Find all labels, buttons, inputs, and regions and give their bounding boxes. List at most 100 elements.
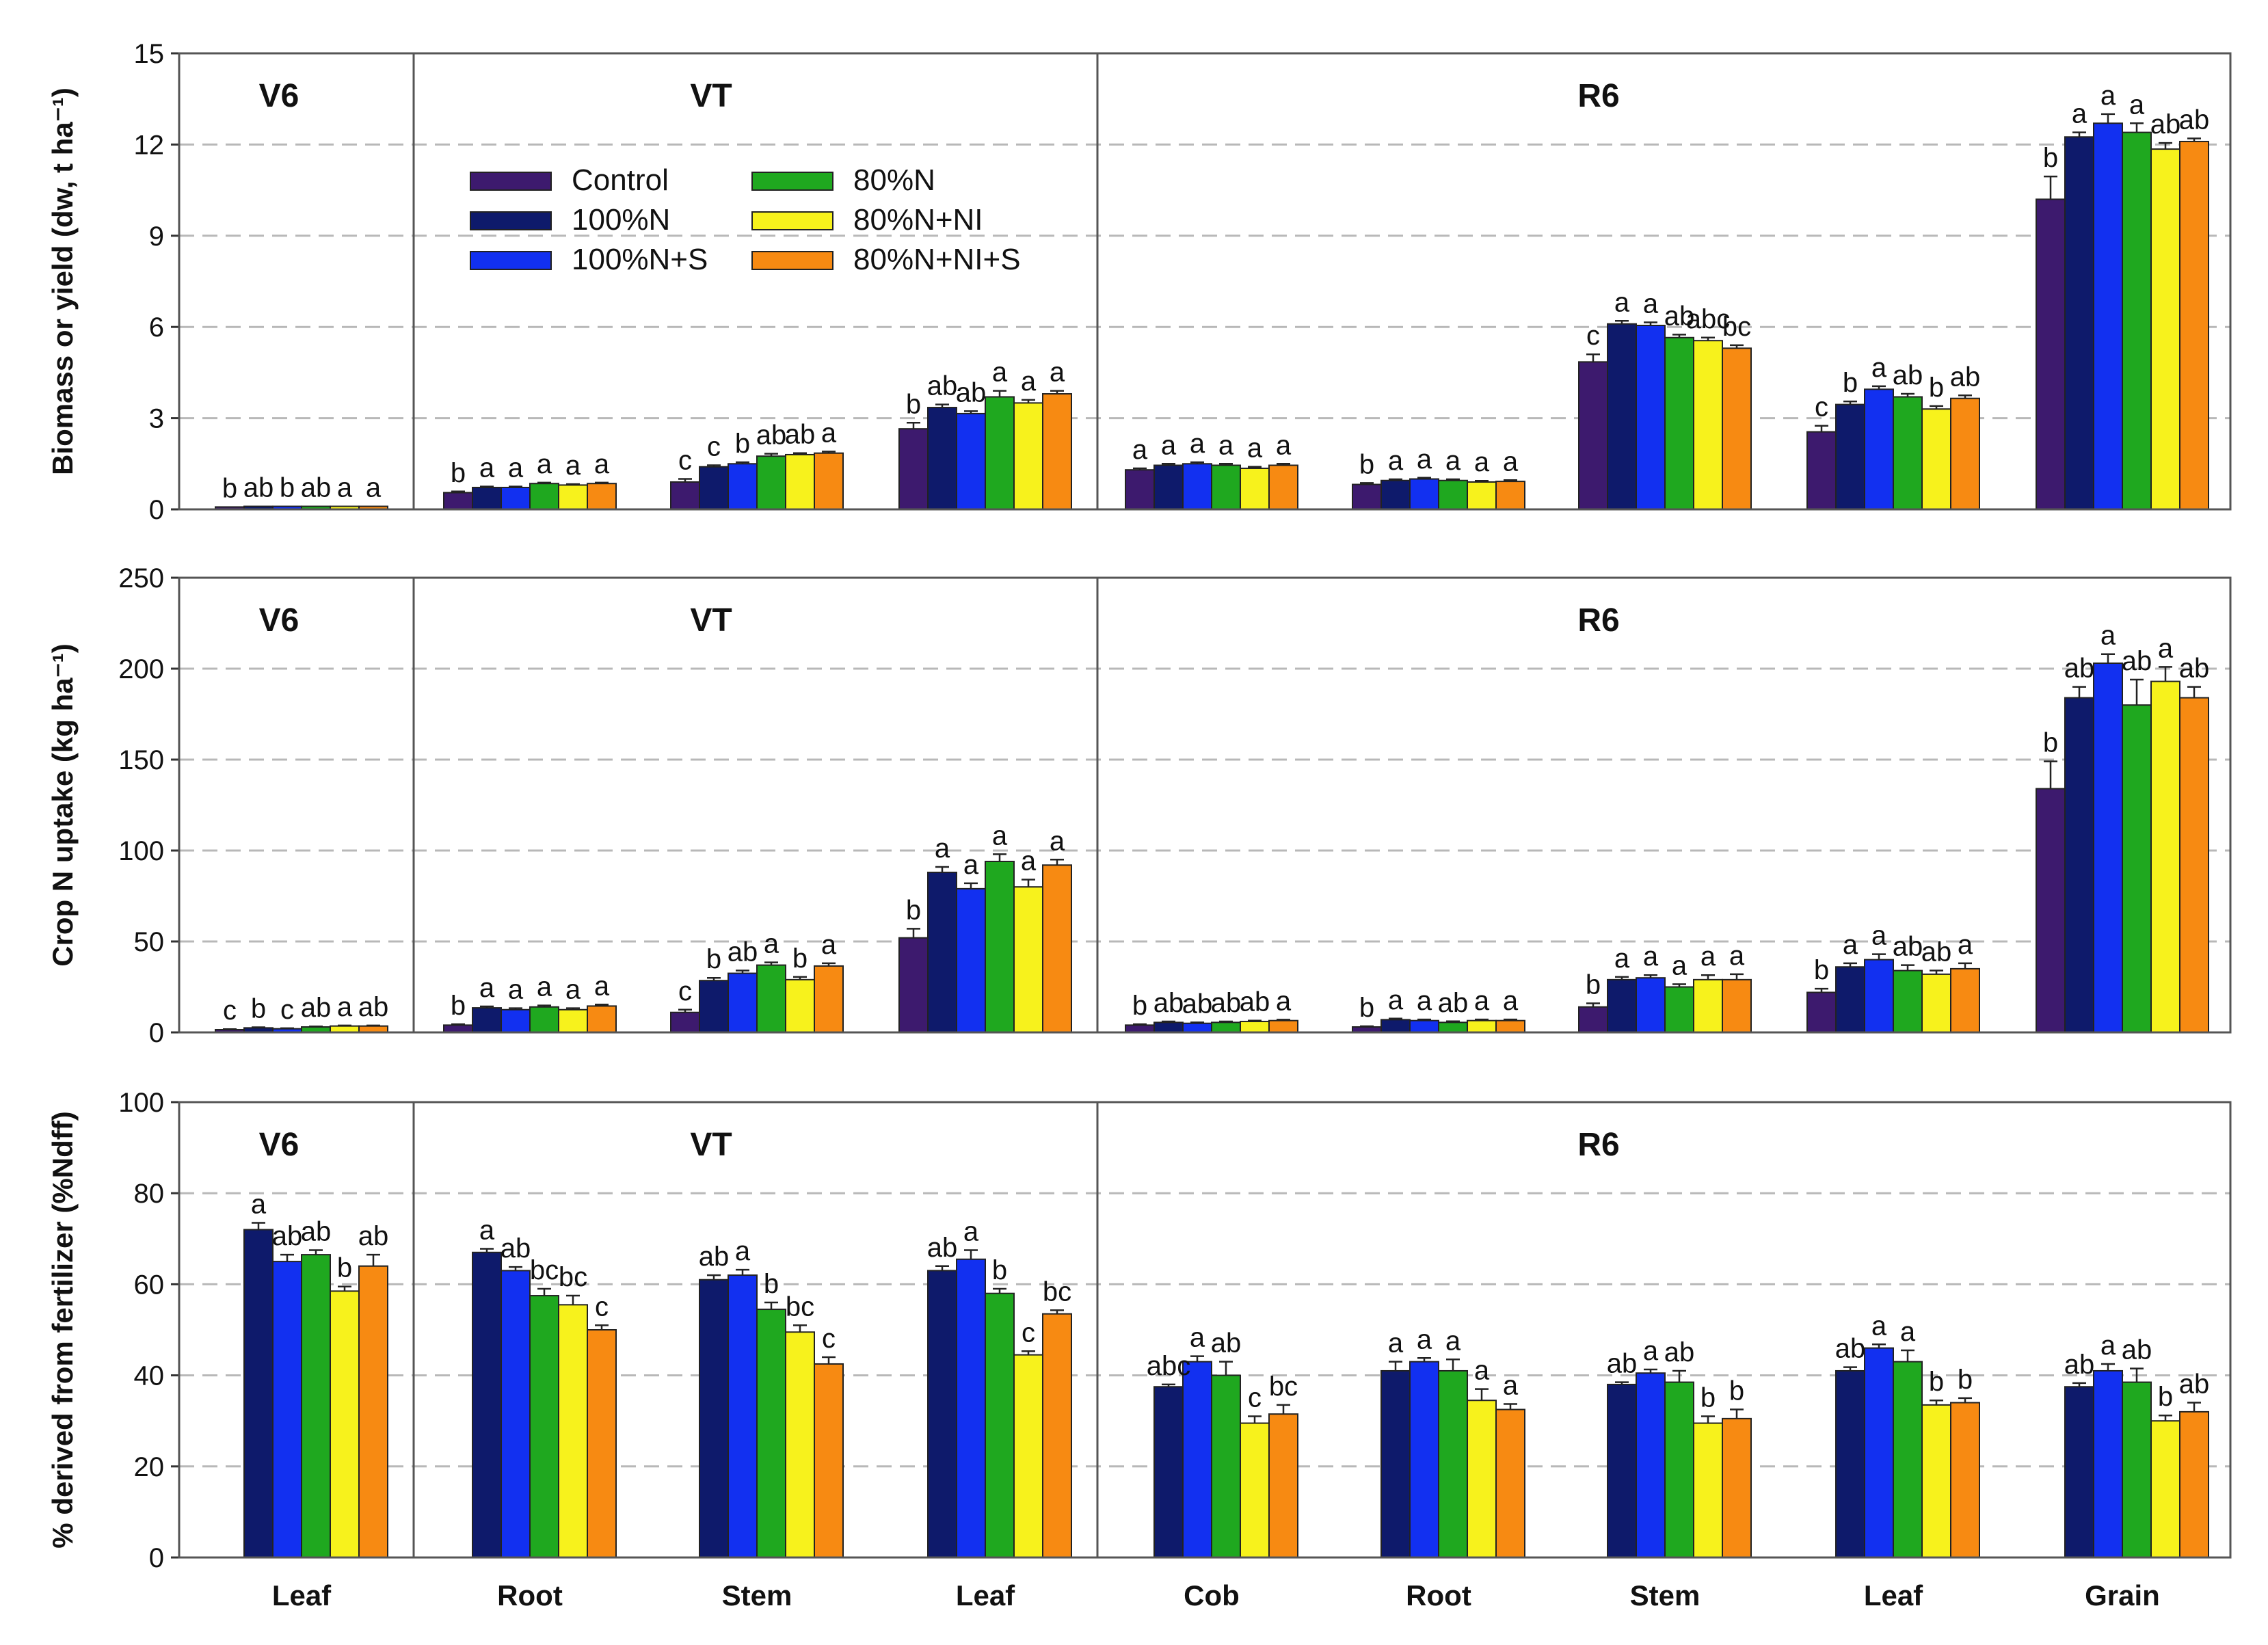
significance-letter: a bbox=[1503, 986, 1519, 1016]
bar bbox=[1467, 1400, 1497, 1558]
bar bbox=[2064, 136, 2094, 511]
significance-letter: a bbox=[764, 929, 779, 959]
legend-item: 100%N+S bbox=[470, 243, 708, 276]
significance-letter: b bbox=[1359, 993, 1374, 1023]
bar bbox=[785, 453, 815, 511]
significance-letter: ab bbox=[1211, 1328, 1242, 1359]
y-tick-label: 9 bbox=[149, 222, 164, 252]
significance-letter: b bbox=[992, 1255, 1007, 1285]
significance-letter: ab bbox=[785, 420, 816, 450]
stage-label: R6 bbox=[1577, 602, 1619, 639]
significance-letter: b bbox=[280, 473, 295, 503]
significance-letter: ab bbox=[1664, 1337, 1695, 1367]
stage-label: VT bbox=[690, 78, 732, 114]
significance-letter: c bbox=[678, 976, 692, 1006]
significance-letter: a bbox=[479, 453, 495, 483]
bar bbox=[1864, 1347, 1894, 1558]
significance-letter: ab bbox=[2122, 646, 2152, 676]
x-category-label: Leaf bbox=[1864, 1579, 1923, 1611]
significance-letter: b bbox=[1586, 969, 1601, 1000]
bar bbox=[1380, 1369, 1411, 1558]
stage-label: V6 bbox=[259, 78, 299, 114]
y-axis-label: Biomass or yield (dw, t ha⁻¹) bbox=[46, 88, 79, 475]
significance-letter: a bbox=[2100, 1330, 2116, 1361]
significance-letter: b bbox=[1843, 368, 1858, 398]
bar bbox=[1636, 324, 1666, 510]
significance-letter: b bbox=[451, 991, 466, 1021]
bar bbox=[1664, 986, 1694, 1033]
significance-letter: b bbox=[251, 994, 266, 1024]
significance-letter: bc bbox=[559, 1262, 587, 1292]
significance-letter: a bbox=[1503, 1371, 1519, 1401]
bar bbox=[1211, 464, 1241, 510]
stage-label: R6 bbox=[1577, 78, 1619, 114]
legend-item: Control bbox=[470, 163, 669, 197]
y-tick-label: 6 bbox=[149, 312, 164, 343]
bar bbox=[1607, 323, 1637, 510]
bar bbox=[1125, 1024, 1155, 1033]
significance-letter: bc bbox=[1722, 312, 1751, 342]
significance-letter: a bbox=[1643, 289, 1659, 319]
y-tick-label: 0 bbox=[149, 495, 164, 525]
bar bbox=[1893, 1361, 1923, 1558]
significance-letter: a bbox=[1388, 985, 1404, 1015]
bar bbox=[1153, 464, 1184, 510]
significance-letter: b bbox=[764, 1269, 779, 1299]
bar bbox=[1013, 886, 1043, 1033]
bar bbox=[756, 1309, 786, 1559]
significance-letter: c bbox=[1022, 1318, 1035, 1348]
significance-letter: a bbox=[1388, 446, 1404, 476]
x-category-label: Leaf bbox=[956, 1579, 1015, 1611]
significance-letter: a bbox=[1871, 1311, 1887, 1341]
bar bbox=[2179, 1410, 2209, 1558]
bar bbox=[1495, 1019, 1525, 1033]
significance-letter: a bbox=[337, 473, 353, 503]
bar bbox=[814, 452, 844, 511]
y-tick-label: 50 bbox=[134, 927, 165, 957]
bar bbox=[2150, 148, 2180, 510]
significance-letter: ab bbox=[2179, 654, 2210, 684]
significance-letter: b bbox=[222, 473, 237, 503]
significance-letter: a bbox=[1729, 941, 1745, 971]
bar bbox=[587, 1005, 617, 1034]
significance-letter: b bbox=[451, 458, 466, 488]
significance-letter: b bbox=[1132, 991, 1147, 1021]
significance-letter: a bbox=[1643, 941, 1659, 972]
bar bbox=[1664, 1381, 1694, 1558]
bar bbox=[985, 860, 1015, 1033]
significance-letter: ab bbox=[956, 377, 987, 407]
significance-letter: a bbox=[1614, 287, 1630, 317]
y-tick-label: 40 bbox=[134, 1361, 165, 1391]
bar bbox=[1153, 1021, 1184, 1033]
significance-letter: a bbox=[1474, 1356, 1490, 1386]
bar bbox=[443, 492, 473, 511]
significance-letter: a bbox=[1247, 433, 1263, 464]
significance-letter: a bbox=[366, 473, 382, 503]
significance-letter: a bbox=[594, 971, 610, 1001]
bar bbox=[1438, 479, 1468, 510]
bar bbox=[927, 1270, 957, 1559]
bar bbox=[956, 1258, 986, 1559]
bar bbox=[1693, 340, 1723, 510]
bar bbox=[2150, 1420, 2180, 1558]
bar bbox=[558, 484, 588, 511]
significance-letter: a bbox=[821, 418, 837, 449]
bar bbox=[956, 412, 986, 510]
bar bbox=[1409, 1361, 1439, 1558]
bar bbox=[243, 1229, 274, 1558]
significance-letter: a bbox=[1276, 986, 1292, 1016]
legend-swatch bbox=[751, 251, 833, 270]
significance-letter: a bbox=[479, 973, 495, 1003]
significance-letter: ab bbox=[1893, 360, 1923, 390]
significance-letter: a bbox=[1900, 1317, 1916, 1347]
significance-letter: ab bbox=[728, 937, 758, 967]
y-tick-label: 80 bbox=[134, 1179, 165, 1209]
significance-letter: a bbox=[1388, 1328, 1404, 1359]
significance-letter: ab bbox=[1893, 932, 1923, 962]
significance-letter: abc bbox=[1147, 1351, 1191, 1381]
significance-letter: ab bbox=[2122, 1335, 2152, 1365]
y-tick-label: 60 bbox=[134, 1270, 165, 1300]
bar bbox=[1467, 481, 1497, 510]
bar bbox=[472, 1251, 502, 1559]
